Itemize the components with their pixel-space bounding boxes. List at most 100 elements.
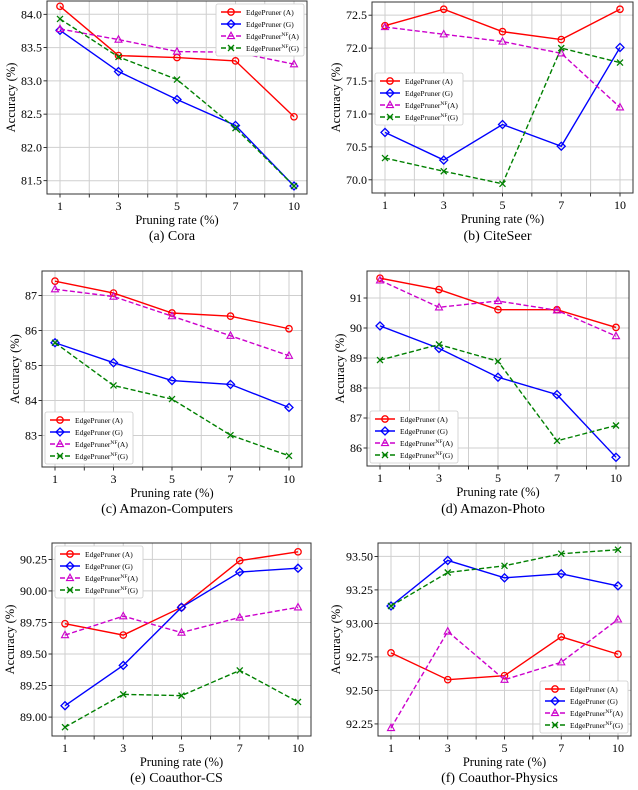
legend: EdgePruner (A) EdgePruner (G) EdgePrunerNF… bbox=[54, 545, 144, 599]
x-tick-label: 10 bbox=[614, 198, 626, 212]
x-tick-label: 5 bbox=[174, 199, 180, 213]
y-tick-label: 83 bbox=[25, 429, 37, 443]
subplot-caption: (d) Amazon-Photo bbox=[441, 502, 545, 517]
data-point-G bbox=[113, 66, 124, 77]
data-point-NF_G bbox=[501, 562, 508, 570]
y-tick-label: 81.5 bbox=[21, 174, 42, 188]
y-axis-label: Accuracy (%) bbox=[8, 334, 22, 404]
data-point-NF_G bbox=[557, 550, 565, 558]
x-tick-label: 10 bbox=[612, 741, 624, 755]
legend-marker-A bbox=[227, 8, 235, 16]
data-point-G bbox=[230, 120, 241, 131]
legend-superscript: NF bbox=[440, 101, 447, 107]
y-tick-label: 92.50 bbox=[346, 683, 373, 697]
data-point-NF_A bbox=[380, 22, 390, 31]
data-point-NF_A bbox=[613, 614, 623, 623]
data-point-A bbox=[494, 305, 502, 314]
data-point-G bbox=[552, 389, 562, 400]
legend-marker-G bbox=[550, 696, 560, 706]
data-point-G bbox=[293, 563, 303, 574]
y-tick-label: 87 bbox=[25, 289, 37, 303]
y-axis-label: Accuracy (%) bbox=[333, 334, 347, 404]
data-point-NF_G bbox=[444, 569, 452, 576]
data-point-G bbox=[556, 141, 567, 152]
data-point-NF_G bbox=[115, 53, 122, 61]
legend-superscript: NF bbox=[120, 574, 127, 580]
x-tick-label: 7 bbox=[558, 198, 564, 212]
data-point-NF_G bbox=[119, 690, 127, 698]
x-axis-label: Pruning rate (%) bbox=[461, 212, 544, 226]
y-tick-label: 86 bbox=[25, 324, 37, 338]
legend-label: EdgePruner (G) bbox=[400, 427, 448, 436]
y-tick-label: 70.0 bbox=[346, 173, 367, 187]
x-tick-label: 1 bbox=[57, 199, 63, 213]
data-point-G bbox=[167, 375, 177, 386]
legend: EdgePruner (A) EdgePruner (G) EdgePrunerNF… bbox=[369, 410, 459, 464]
y-axis-label: Accuracy (%) bbox=[4, 63, 18, 133]
data-point-A bbox=[109, 289, 118, 297]
subplot-2: 83 84 85 86 87 1 3 5 7 10 Pruning rate (%) Accuracy… bbox=[8, 270, 303, 517]
legend-superscript: NF bbox=[120, 586, 127, 592]
data-point-NF_G bbox=[236, 666, 244, 674]
data-point-G bbox=[172, 94, 182, 105]
x-tick-label: 3 bbox=[436, 471, 442, 485]
subplot-caption: (f) Coauthor-Physics bbox=[441, 771, 558, 786]
legend-marker-A bbox=[66, 550, 74, 558]
series-line-NF_A bbox=[54, 288, 290, 357]
series-line-G bbox=[54, 342, 290, 409]
data-point-NF_G bbox=[553, 437, 561, 445]
data-point-NF_G bbox=[557, 44, 565, 52]
legend-marker-NF_A bbox=[385, 100, 395, 109]
legend-label: EdgePruner (A) bbox=[570, 685, 618, 694]
y-tick-label: 83.0 bbox=[21, 74, 42, 88]
data-point-G bbox=[176, 602, 187, 613]
y-tick-label: 85 bbox=[25, 359, 37, 373]
y-tick-label: 89 bbox=[350, 351, 362, 365]
legend-marker-NF_G bbox=[227, 44, 235, 52]
legend-marker-NF_A bbox=[550, 708, 560, 717]
legend: EdgePruner (A) EdgePruner (G) EdgePrunerNF… bbox=[374, 72, 464, 126]
legend-label: EdgePruner (G) bbox=[85, 562, 133, 571]
data-point-A bbox=[226, 312, 235, 320]
data-point-NF_G bbox=[56, 15, 64, 23]
data-point-A bbox=[290, 112, 298, 121]
x-tick-label: 3 bbox=[120, 741, 126, 755]
data-point-A bbox=[56, 2, 64, 11]
x-tick-label: 10 bbox=[610, 471, 622, 485]
series-line-NF_G bbox=[64, 669, 299, 728]
y-tick-label: 83.5 bbox=[21, 41, 42, 55]
data-point-NF_G bbox=[290, 182, 298, 190]
subplot-caption: (a) Cora bbox=[149, 229, 196, 244]
data-point-NF_A bbox=[556, 657, 566, 666]
legend-label: EdgePrunerNF(A) bbox=[570, 709, 623, 718]
y-tick-label: 89.50 bbox=[20, 647, 47, 661]
legend-marker-A bbox=[56, 416, 64, 424]
legend-marker-NF_A bbox=[55, 439, 65, 448]
data-point-NF_G bbox=[178, 692, 185, 700]
x-axis-label: Pruning rate (%) bbox=[135, 213, 218, 227]
legend-superscript: NF bbox=[435, 451, 442, 457]
data-point-NF_G bbox=[376, 356, 384, 364]
series-line-A bbox=[59, 5, 295, 118]
subplot-caption: (e) Coauthor-CS bbox=[130, 771, 223, 786]
legend-label: EdgePrunerNF(G) bbox=[246, 44, 299, 53]
x-tick-label: 5 bbox=[500, 198, 506, 212]
plot-frame bbox=[366, 270, 630, 467]
data-point-NF_A bbox=[552, 305, 562, 314]
subplot-caption: (c) Amazon-Computers bbox=[101, 502, 233, 517]
data-point-NF_A bbox=[167, 311, 177, 320]
series-line-A bbox=[384, 8, 621, 41]
data-point-NF_A bbox=[50, 284, 60, 293]
legend-marker-NF_G bbox=[551, 721, 559, 729]
legend-label: EdgePruner (G) bbox=[75, 428, 123, 437]
series-line-NF_A bbox=[64, 606, 299, 636]
legend-box bbox=[369, 410, 459, 464]
data-point-A bbox=[231, 57, 240, 65]
data-point-G bbox=[50, 337, 60, 348]
x-tick-label: 10 bbox=[288, 199, 300, 213]
data-point-NF_A bbox=[289, 59, 299, 68]
data-point-NF_A bbox=[443, 626, 453, 635]
x-axis-label: Pruning rate (%) bbox=[140, 755, 223, 769]
legend-label: EdgePrunerNF(A) bbox=[85, 574, 138, 583]
data-point-NF_G bbox=[110, 381, 117, 389]
